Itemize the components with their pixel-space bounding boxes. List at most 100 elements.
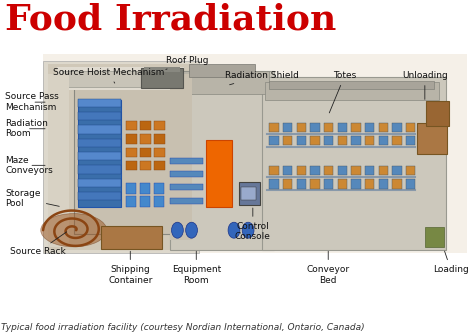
Text: Typical food irradiation facility (courtesy Nordian International, Ontario, Cana: Typical food irradiation facility (court… (0, 323, 365, 332)
Polygon shape (48, 64, 194, 250)
Bar (264, 82, 439, 101)
FancyBboxPatch shape (426, 102, 449, 126)
Ellipse shape (228, 222, 240, 238)
Bar (337, 123, 347, 132)
Ellipse shape (242, 222, 254, 238)
Text: Control
Console: Control Console (235, 208, 271, 241)
Bar (170, 70, 274, 250)
Bar (126, 183, 136, 194)
Bar (79, 101, 121, 207)
Bar (43, 54, 467, 254)
Bar (57, 67, 184, 91)
Bar (79, 192, 121, 200)
Bar (337, 136, 347, 145)
Bar (154, 183, 164, 194)
Text: Radiation
Room: Radiation Room (5, 119, 48, 139)
Bar (48, 74, 69, 247)
Bar (269, 136, 279, 145)
Bar (392, 123, 402, 132)
Bar (269, 179, 279, 189)
Bar (170, 74, 191, 240)
Bar (283, 179, 292, 189)
Bar (379, 123, 388, 132)
Bar (392, 179, 402, 189)
Bar (189, 64, 255, 77)
Bar (324, 179, 333, 189)
Polygon shape (43, 60, 199, 254)
Bar (126, 121, 137, 130)
Ellipse shape (186, 222, 198, 238)
Bar (351, 166, 361, 175)
Bar (351, 179, 361, 189)
Bar (140, 148, 151, 157)
Text: Food Irradiation: Food Irradiation (5, 2, 337, 36)
Bar (351, 136, 361, 145)
Bar (365, 166, 374, 175)
Bar (170, 184, 203, 190)
Bar (425, 227, 444, 247)
Bar (297, 179, 306, 189)
Bar (154, 196, 164, 207)
Ellipse shape (172, 222, 183, 238)
Bar (310, 179, 320, 189)
Bar (324, 166, 333, 175)
Bar (140, 134, 151, 144)
Bar (297, 136, 306, 145)
Bar (140, 183, 150, 194)
Bar (170, 198, 203, 204)
Text: Storage
Pool: Storage Pool (5, 189, 59, 208)
Bar (170, 171, 203, 177)
Text: Shipping
Container: Shipping Container (108, 251, 153, 285)
Bar (206, 140, 232, 207)
Bar (170, 158, 203, 164)
Bar (79, 152, 121, 160)
Bar (310, 166, 320, 175)
Bar (79, 165, 121, 174)
Text: Radiation Shield: Radiation Shield (225, 71, 299, 85)
Bar (283, 136, 292, 145)
Bar (154, 148, 165, 157)
Bar (126, 134, 137, 144)
Bar (126, 148, 137, 157)
Bar (154, 161, 165, 170)
Bar (324, 136, 333, 145)
Bar (379, 166, 388, 175)
Bar (74, 80, 173, 233)
Text: Source Rack: Source Rack (10, 232, 67, 256)
Text: Source Hoist Mechanism: Source Hoist Mechanism (53, 68, 164, 83)
Bar (365, 123, 374, 132)
Bar (145, 67, 180, 72)
Text: Conveyor
Bed: Conveyor Bed (307, 251, 350, 285)
Text: Source Pass
Mechanism: Source Pass Mechanism (5, 93, 59, 112)
Bar (406, 179, 415, 189)
Text: Totes: Totes (329, 71, 356, 113)
Bar (140, 196, 150, 207)
Bar (239, 182, 260, 205)
Bar (126, 161, 137, 170)
Bar (262, 77, 446, 250)
Bar (269, 123, 279, 132)
Bar (79, 126, 121, 134)
Bar (365, 179, 374, 189)
Text: Roof Plug: Roof Plug (165, 56, 208, 69)
Bar (140, 161, 151, 170)
Bar (392, 166, 402, 175)
Bar (351, 123, 361, 132)
FancyBboxPatch shape (141, 68, 183, 88)
FancyBboxPatch shape (101, 226, 162, 249)
Bar (406, 166, 415, 175)
Bar (269, 80, 434, 89)
Bar (79, 99, 121, 107)
Text: Loading: Loading (433, 251, 469, 274)
Bar (154, 121, 165, 130)
Bar (365, 136, 374, 145)
Bar (79, 139, 121, 147)
Bar (79, 112, 121, 121)
Bar (406, 123, 415, 132)
Bar (175, 70, 269, 94)
Bar (241, 187, 256, 200)
Bar (283, 166, 292, 175)
Bar (79, 179, 121, 187)
Bar (140, 121, 151, 130)
Bar (310, 136, 320, 145)
